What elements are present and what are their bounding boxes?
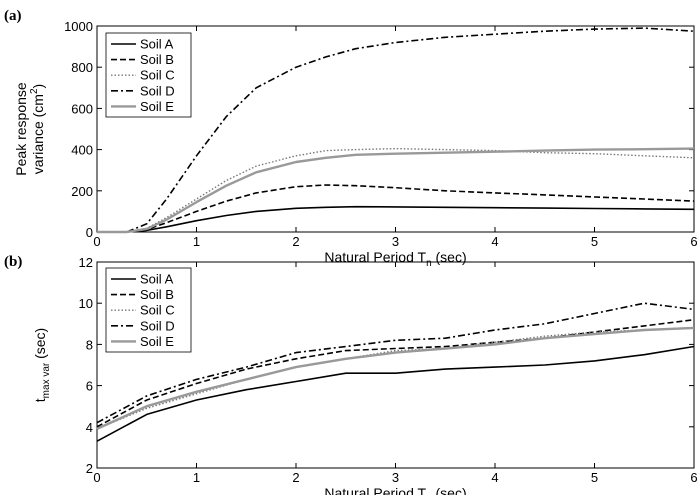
y-tick-label: 1000	[64, 19, 93, 34]
x-tick-label: 1	[193, 234, 200, 249]
series-line-soil-e	[96, 326, 695, 430]
legend-box	[105, 267, 192, 353]
legend-label: Soil D	[140, 318, 175, 333]
legend-label: Soil C	[140, 68, 175, 83]
x-tick-label: 0	[93, 234, 100, 249]
x-tick-label: 5	[591, 470, 598, 485]
legend-label: Soil A	[140, 272, 174, 287]
legend-label: Soil B	[140, 287, 174, 302]
series-line-soil-c	[97, 147, 695, 233]
series-line-soil-b	[96, 318, 695, 428]
x-tick-label: 5	[591, 234, 598, 249]
x-tick-label: 3	[392, 470, 399, 485]
y-tick-label: 6	[86, 379, 93, 394]
legend-label: Soil E	[140, 334, 174, 349]
y-tick-label: 12	[79, 255, 93, 270]
series-line-soil-c	[96, 327, 695, 430]
y-tick-label: 8	[86, 337, 93, 352]
y-tick-label: 200	[71, 184, 93, 199]
x-tick-label: 4	[491, 234, 498, 249]
panel-tag: (a)	[4, 8, 22, 24]
series-line-soil-e	[97, 147, 695, 234]
y-tick-label: 400	[71, 143, 93, 158]
x-tick-label: 6	[690, 470, 697, 485]
legend-box	[105, 32, 192, 118]
x-axis-label: Natural Period Tn (sec)	[324, 485, 466, 495]
series-line-soil-d	[96, 302, 695, 424]
y-axis-label: tmax var (sec)	[32, 328, 52, 402]
legend-label: Soil A	[140, 37, 174, 52]
series-line-soil-a	[96, 345, 695, 442]
legend-label: Soil B	[140, 52, 174, 67]
x-tick-label: 3	[392, 234, 399, 249]
x-tick-label: 6	[690, 234, 697, 249]
y-tick-label: 800	[71, 60, 93, 75]
x-tick-label: 2	[292, 234, 299, 249]
y-axis-label-line2: variance (cm2)	[29, 84, 46, 174]
legend-label: Soil E	[140, 99, 174, 114]
y-axis-label-line1: Peak response	[13, 82, 29, 176]
x-tick-label: 0	[93, 470, 100, 485]
legend-label: Soil D	[140, 83, 175, 98]
legend-label: Soil C	[140, 303, 175, 318]
x-tick-label: 4	[491, 470, 498, 485]
x-axis-label: Natural Period Tn (sec)	[324, 249, 466, 269]
series-line-soil-d	[97, 27, 695, 233]
series-line-soil-b	[97, 184, 695, 233]
x-tick-label: 1	[193, 470, 200, 485]
x-tick-label: 2	[292, 470, 299, 485]
y-tick-label: 10	[79, 296, 93, 311]
panel-tag: (b)	[4, 254, 22, 270]
y-tick-label: 2	[86, 461, 93, 476]
y-tick-label: 4	[86, 420, 93, 435]
series-line-soil-a	[97, 205, 695, 233]
y-tick-label: 600	[71, 101, 93, 116]
y-tick-label: 0	[86, 225, 93, 240]
